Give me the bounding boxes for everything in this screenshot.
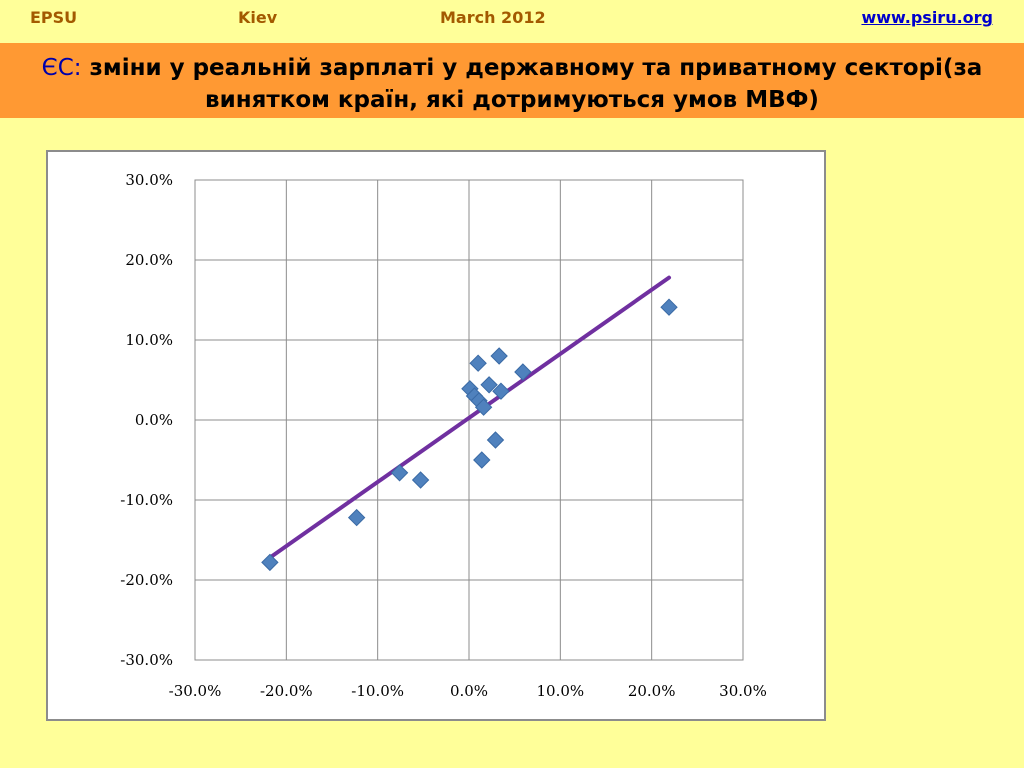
y-tick-label: -10.0% xyxy=(120,491,173,509)
data-point xyxy=(261,553,279,572)
slide-title: ЄС: зміни у реальній зарплаті у державно… xyxy=(0,43,1024,118)
data-point xyxy=(660,298,678,316)
y-tick-label: 30.0% xyxy=(125,171,173,189)
data-point xyxy=(474,398,493,416)
y-tick-label: -30.0% xyxy=(120,651,173,669)
scatter-chart: -30.0% -20.0% -10.0% 0.0% 10.0% 20.0% 30.0% 30.… xyxy=(46,150,826,721)
tick-labels: -30.0% -20.0% -10.0% 0.0% 10.0% 20.0% 30.0% 30.… xyxy=(120,171,767,700)
x-tick-label: -20.0% xyxy=(260,682,313,700)
data-points xyxy=(261,298,678,572)
slide-header: EPSU Kiev March 2012 www.psiru.org xyxy=(0,0,1024,38)
y-tick-label: 0.0% xyxy=(135,411,173,429)
data-point xyxy=(514,363,532,381)
header-org: EPSU xyxy=(30,8,78,27)
title-text: зміни у реальній зарплаті у державному т… xyxy=(89,55,983,113)
x-tick-label: 20.0% xyxy=(628,682,676,700)
trendline-layer xyxy=(267,275,672,560)
x-tick-label: 10.0% xyxy=(537,682,585,700)
data-point xyxy=(347,508,366,527)
title-lead: ЄС: xyxy=(41,55,82,81)
data-point xyxy=(490,347,508,365)
chart-svg: -30.0% -20.0% -10.0% 0.0% 10.0% 20.0% 30.0% 30.… xyxy=(120,171,767,700)
plot-frame xyxy=(194,179,744,661)
data-point xyxy=(492,382,510,400)
x-tick-label: 30.0% xyxy=(719,682,767,700)
data-point xyxy=(469,354,487,372)
data-point xyxy=(486,431,505,449)
header-city: Kiev xyxy=(238,8,278,27)
y-tick-label: 10.0% xyxy=(125,331,173,349)
x-tick-label: -10.0% xyxy=(351,682,404,700)
data-point xyxy=(390,464,409,482)
data-point xyxy=(480,376,498,394)
gridlines xyxy=(194,179,744,661)
header-date: March 2012 xyxy=(440,8,546,27)
header-url-link[interactable]: www.psiru.org xyxy=(861,8,993,27)
data-point xyxy=(473,451,491,469)
trendline xyxy=(267,275,672,560)
y-tick-label: -20.0% xyxy=(120,571,173,589)
x-tick-label: -30.0% xyxy=(169,682,222,700)
x-tick-label: 0.0% xyxy=(450,682,488,700)
y-tick-label: 20.0% xyxy=(125,251,173,269)
data-point xyxy=(411,471,430,489)
